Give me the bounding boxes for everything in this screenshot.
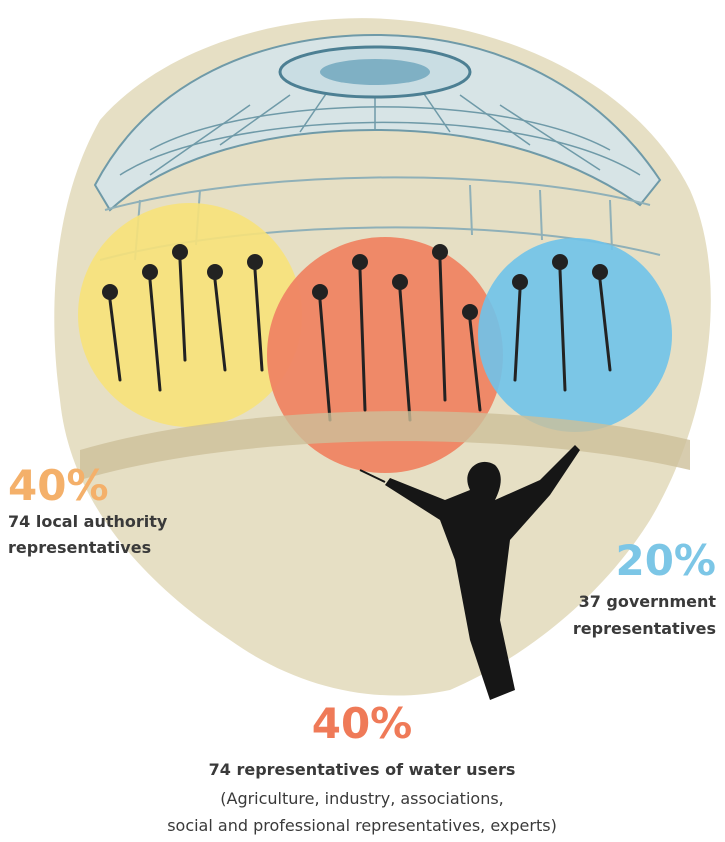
label-line: 74 local authority [8, 512, 168, 531]
government-circle [478, 238, 672, 432]
water-users-label: 40% 74 representatives of water users (A… [167, 699, 557, 835]
label-line: 74 representatives of water users [209, 760, 516, 779]
percent: 40% [312, 699, 413, 748]
label-line: representatives [573, 619, 716, 638]
detail-line: (Agriculture, industry, associations, [220, 789, 504, 808]
percent: 20% [615, 536, 716, 585]
percent: 40% [8, 461, 109, 510]
label-line: 37 government [579, 592, 717, 611]
infographic: 40% 74 local authority representatives 2… [0, 0, 725, 842]
dome-eye-inner [320, 59, 430, 85]
page: {"groups": [ {"percent": "40%", "lines":… [0, 0, 725, 842]
detail-line: social and professional representatives,… [167, 816, 557, 835]
label-line: representatives [8, 538, 151, 557]
